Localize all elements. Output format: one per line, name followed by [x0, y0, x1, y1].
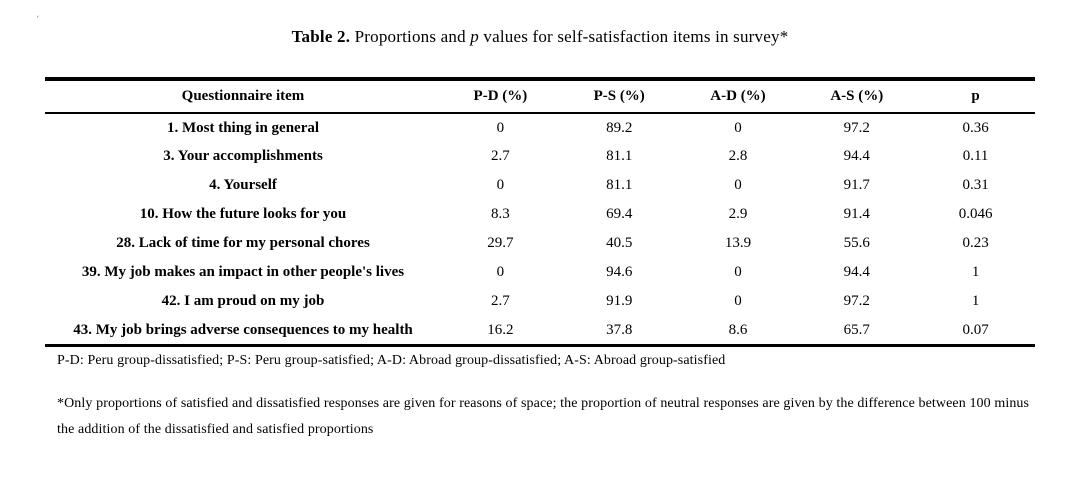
p-value-cell: 0.36 — [962, 119, 989, 136]
col-header-questionnaire-item: Questionnaire item — [45, 79, 441, 114]
col-header-ad-percent: A-D (%) — [678, 79, 798, 114]
ps-value-cell: 69.4 — [606, 206, 633, 223]
ad-value-cell: 0 — [734, 119, 742, 136]
as-value-cell: 94.4 — [843, 264, 870, 281]
ad-value-cell: 0 — [734, 264, 742, 281]
pd-value-cell: 8.3 — [491, 206, 510, 223]
ps-value-cell: 81.1 — [606, 177, 633, 194]
pd-value-cell: 2.7 — [491, 148, 510, 165]
table-caption-text-2: values for self-satisfaction items in su… — [478, 27, 789, 46]
table-caption-p-symbol: p — [470, 27, 479, 46]
as-value-cell: 91.7 — [843, 177, 870, 194]
table-caption-number: Table 2. — [291, 27, 351, 46]
ad-value-cell: 13.9 — [724, 235, 752, 252]
ps-value-cell: 94.6 — [606, 264, 633, 281]
questionnaire-item-cell: 39. My job makes an impact in other peop… — [81, 264, 405, 281]
as-value-cell: 91.4 — [843, 206, 870, 223]
table-caption: Table 2. Proportions and p values for se… — [0, 27, 1080, 47]
table-caption-text-1: Proportions and — [350, 27, 471, 46]
pd-value-cell: 29.7 — [487, 235, 514, 252]
pd-value-cell: 16.2 — [487, 321, 514, 338]
table-row: 4. Yourself 0 81.1 0 91.7 0.31 — [45, 171, 1035, 200]
p-value-cell: 0.11 — [962, 148, 989, 165]
table-row: 3. Your accomplishments 2.7 81.1 2.8 94.4 0.1… — [45, 142, 1035, 171]
questionnaire-item-cell: 42. I am proud on my job — [161, 293, 325, 310]
questionnaire-item-cell: 28. Lack of time for my personal chores — [116, 235, 370, 252]
questionnaire-item-cell: 1. Most thing in general — [166, 119, 320, 136]
ad-value-cell: 0 — [734, 293, 742, 310]
pd-value-cell: 0 — [496, 264, 505, 281]
ps-value-cell: 89.2 — [606, 119, 633, 136]
asterisk-footnote: *Only proportions of satisfied and dissa… — [57, 396, 1030, 437]
table-body: 1. Most thing in general 0 89.2 0 97.2 0.36 3.… — [45, 113, 1035, 345]
questionnaire-item-cell: 3. Your accomplishments — [163, 148, 323, 165]
table-row: 1. Most thing in general 0 89.2 0 97.2 0.36 — [45, 113, 1035, 142]
col-header-ps-percent: P-S (%) — [559, 79, 679, 114]
as-value-cell: 97.2 — [843, 119, 870, 136]
questionnaire-item-cell: 43. My job brings adverse consequences t… — [73, 321, 413, 338]
p-value-cell: 0.31 — [962, 177, 989, 194]
p-value-cell: 0.046 — [958, 206, 993, 223]
ps-value-cell: 81.1 — [606, 148, 633, 165]
p-value-cell: 1 — [971, 264, 980, 281]
pd-value-cell: 0 — [496, 177, 505, 194]
p-value-cell: 0.23 — [962, 235, 989, 252]
abbreviations-footnote: P-D: Peru group-dissatisfied; P-S: Peru … — [57, 353, 726, 368]
p-value-cell: 0.07 — [962, 321, 989, 338]
table-header: Questionnaire item P-D (%) P-S (%) A-D (… — [45, 79, 1035, 114]
stray-scan-mark: ˊ — [34, 12, 44, 28]
questionnaire-item-cell: 4. Yourself — [209, 177, 277, 194]
p-value-cell: 1 — [971, 293, 980, 310]
ad-value-cell: 2.8 — [728, 148, 748, 165]
col-header-pd-percent: P-D (%) — [441, 79, 560, 114]
ad-value-cell: 0 — [734, 177, 742, 194]
table-row: 43. My job brings adverse consequences t… — [45, 316, 1035, 345]
col-header-p-value: p — [916, 79, 1035, 114]
as-value-cell: 97.2 — [843, 293, 870, 310]
as-value-cell: 55.6 — [843, 235, 870, 252]
table-row: 42. I am proud on my job 2.7 91.9 0 97.2 1 — [45, 287, 1035, 316]
table-row: 39. My job makes an impact in other peop… — [45, 258, 1035, 287]
ad-value-cell: 8.6 — [728, 321, 748, 338]
pd-value-cell: 2.7 — [491, 293, 510, 310]
ps-value-cell: 40.5 — [606, 235, 633, 252]
pd-value-cell: 0 — [496, 119, 505, 136]
results-table: Questionnaire item P-D (%) P-S (%) A-D (… — [45, 77, 1035, 347]
table-row: 28. Lack of time for my personal chores 2… — [45, 229, 1035, 258]
col-header-as-percent: A-S (%) — [797, 79, 917, 114]
header-row: Questionnaire item P-D (%) P-S (%) A-D (… — [45, 79, 1035, 114]
table-row: 10. How the future looks for you 8.3 69.4 2… — [45, 200, 1035, 229]
questionnaire-item-cell: 10. How the future looks for you — [139, 206, 347, 223]
ps-value-cell: 37.8 — [606, 321, 633, 338]
as-value-cell: 65.7 — [843, 321, 870, 338]
ad-value-cell: 2.9 — [728, 206, 748, 223]
as-value-cell: 94.4 — [843, 148, 870, 165]
ps-value-cell: 91.9 — [606, 293, 633, 310]
